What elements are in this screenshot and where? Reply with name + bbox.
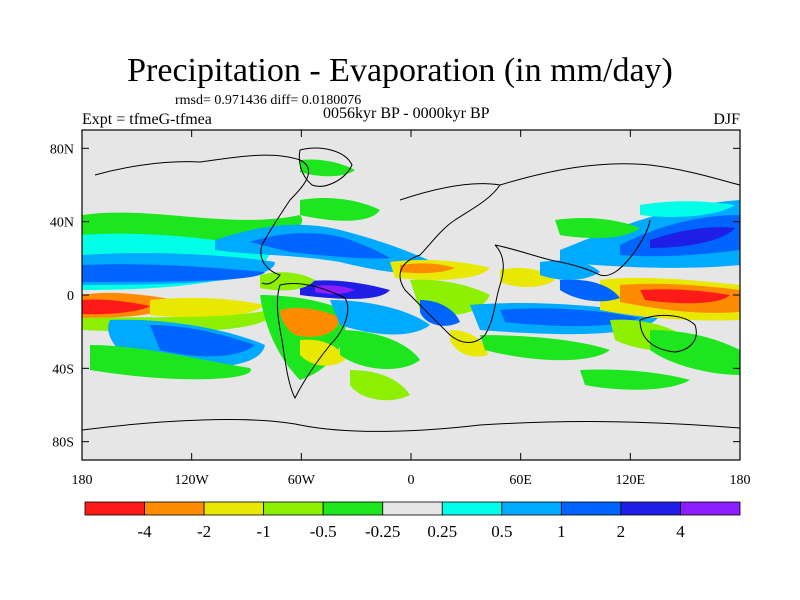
coast-north-america [94,154,310,285]
colorbar-swatch [441,501,503,516]
indian-ocean-band-core [500,308,640,327]
band-southpac-red-core [82,299,150,315]
south-pacific-green [650,330,740,375]
colorbar-swatch [263,501,324,516]
coast-europe-africa [399,183,504,343]
lon-tick-label: 60E [509,473,532,488]
lat-tick-label: 80S [52,436,74,451]
season-label: DJF [713,111,740,128]
lon-tick-label: 120E [616,473,646,488]
coast-asia [494,163,740,277]
colorbar-swatch [144,501,205,516]
colorbar-label: -0.5 [310,522,337,541]
lat-ticks: 80N 40N 0 40S 80S [50,142,740,451]
band-pacific-itcz-core [82,264,265,282]
colorbar-label: -1 [257,522,271,541]
colorbar-label: -0.25 [365,522,400,541]
colorbar-label: 0.25 [427,522,457,541]
lat-tick-label: 80N [50,142,74,157]
band-spcz-blue-core [150,325,255,357]
band-southpac-yellow [150,297,265,318]
colorbar-label: 2 [617,522,626,541]
lon-tick-label: 180 [730,473,751,488]
lat-tick-label: 0 [67,289,74,304]
africa-sahel-orange [400,263,455,274]
coast-greenland [298,147,353,187]
chart-title: Precipitation - Evaporation (in mm/day) [127,52,673,89]
colorbar-label: -2 [197,522,211,541]
lat-tick-label: 40S [52,362,74,377]
band-south-green [90,345,251,380]
colorbar-swatch [680,501,741,516]
colorbar-swatch [322,501,384,516]
indian-ocean-green [480,335,610,361]
colorbar-swatch [620,501,681,516]
colorbar-label: -4 [137,522,152,541]
lat-tick-label: 40N [50,216,74,231]
africa-blue [420,300,460,326]
colorbar-label: 4 [676,522,685,541]
amazon-orange [280,307,340,337]
colorbar: -4 -2 -1 -0.5 -0.25 0.25 0.5 1 2 4 [84,501,741,541]
south-africa-yellow [450,330,488,357]
south-atlantic-lightgreen [350,370,410,401]
lon-tick-label: 180 [72,473,93,488]
arctic-green [300,159,355,177]
atlantic-itcz-core [315,285,355,294]
coast-south-america [276,282,349,400]
colorbar-swatch [84,501,145,516]
stats-text: rmsd= 0.971436 diff= 0.0180076 [175,93,362,108]
lon-tick-label: 60W [288,473,316,488]
west-pacific-core-dark [650,227,735,248]
south-atlantic-green [340,330,420,370]
colorbar-swatch [560,501,622,516]
south-atlantic-blue [330,300,430,335]
colorbar-label: 1 [557,522,566,541]
colorbar-swatch [501,501,562,516]
warm-pool-red [640,289,730,304]
colorbar-label: 0.5 [491,522,512,541]
lon-ticks: 180 120W 60W 0 60E 120E 180 [72,130,751,488]
lon-tick-label: 120W [175,473,210,488]
data-field [82,159,740,401]
bay-bengal-blue [540,260,600,280]
kuroshio-cyan [640,201,735,217]
experiment-label: Expt = tfmeG-tfmea [82,111,212,128]
east-asia-green [555,217,640,239]
period-label: 0056kyr BP - 0000kyr BP [323,105,490,122]
coast-antarctica [82,419,740,432]
atlantic-storm-track-core [250,233,390,259]
coast-australia [639,314,697,353]
maritime-blue [560,279,620,302]
colorbar-swatch [382,501,443,516]
lon-tick-label: 0 [408,473,415,488]
caribbean-green [260,272,315,291]
colorbar-swatch [203,501,265,516]
north-atlantic-green [300,198,380,221]
brazil-yellow [300,339,345,366]
southern-ocean-green [580,369,690,390]
coastlines [82,147,740,432]
